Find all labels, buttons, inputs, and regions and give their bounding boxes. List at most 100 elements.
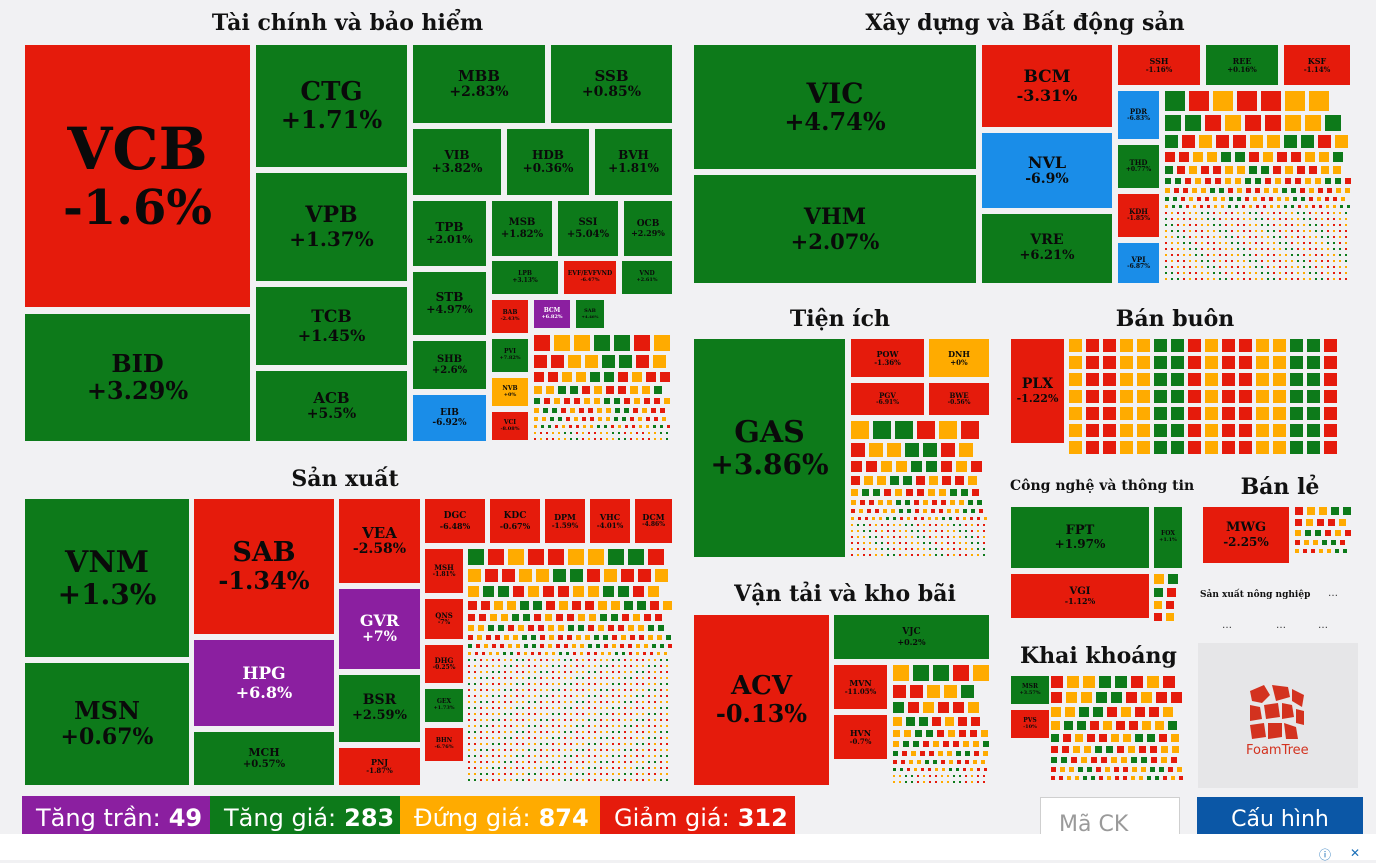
small-stock-tile[interactable] bbox=[1308, 235, 1312, 239]
small-stock-tile[interactable] bbox=[925, 460, 938, 473]
small-stock-tile[interactable] bbox=[904, 541, 908, 545]
small-stock-tile[interactable] bbox=[596, 424, 601, 429]
small-stock-tile[interactable] bbox=[1224, 165, 1234, 175]
small-stock-tile[interactable] bbox=[955, 460, 968, 473]
small-stock-tile[interactable] bbox=[868, 535, 872, 539]
small-stock-tile[interactable] bbox=[927, 516, 932, 521]
small-stock-tile[interactable] bbox=[503, 658, 507, 662]
small-stock-tile[interactable] bbox=[533, 670, 537, 674]
small-stock-tile[interactable] bbox=[647, 548, 665, 566]
small-stock-tile[interactable] bbox=[862, 523, 866, 527]
small-stock-tile[interactable] bbox=[1248, 241, 1252, 245]
small-stock-tile[interactable] bbox=[479, 766, 483, 770]
small-stock-tile[interactable] bbox=[653, 385, 663, 395]
small-stock-tile[interactable] bbox=[485, 766, 489, 770]
small-stock-tile[interactable] bbox=[509, 760, 513, 764]
small-stock-tile[interactable] bbox=[1095, 766, 1102, 773]
small-stock-tile[interactable] bbox=[1332, 196, 1338, 202]
small-stock-tile[interactable] bbox=[575, 748, 579, 752]
small-stock-tile[interactable] bbox=[970, 460, 983, 473]
small-stock-tile[interactable] bbox=[545, 754, 549, 758]
small-stock-tile[interactable] bbox=[1221, 389, 1236, 404]
small-stock-tile[interactable] bbox=[1200, 253, 1204, 257]
small-stock-tile[interactable] bbox=[527, 724, 531, 728]
small-stock-tile[interactable] bbox=[1294, 518, 1303, 527]
small-stock-tile[interactable] bbox=[952, 553, 956, 557]
small-stock-tile[interactable] bbox=[1176, 766, 1183, 773]
small-stock-tile[interactable] bbox=[467, 772, 471, 776]
small-stock-tile[interactable] bbox=[467, 778, 471, 782]
small-stock-tile[interactable] bbox=[1138, 745, 1147, 754]
small-stock-tile[interactable] bbox=[653, 712, 657, 716]
small-stock-tile[interactable] bbox=[593, 766, 597, 770]
small-stock-tile[interactable] bbox=[1338, 217, 1342, 221]
small-stock-tile[interactable] bbox=[605, 407, 612, 414]
small-stock-tile[interactable] bbox=[1326, 277, 1330, 281]
small-stock-tile[interactable] bbox=[1296, 217, 1300, 221]
small-stock-tile[interactable] bbox=[928, 553, 932, 557]
small-stock-tile[interactable] bbox=[880, 547, 884, 551]
small-stock-tile[interactable] bbox=[948, 759, 954, 765]
small-stock-tile[interactable] bbox=[910, 535, 914, 539]
tile-acb[interactable]: ACB +5.5% bbox=[255, 370, 408, 442]
small-stock-tile[interactable] bbox=[507, 624, 515, 632]
small-stock-tile[interactable] bbox=[473, 700, 477, 704]
small-stock-tile[interactable] bbox=[539, 712, 543, 716]
small-stock-tile[interactable] bbox=[1176, 271, 1180, 275]
small-stock-tile[interactable] bbox=[898, 547, 902, 551]
small-stock-tile[interactable] bbox=[617, 712, 621, 716]
small-stock-tile[interactable] bbox=[928, 547, 932, 551]
small-stock-tile[interactable] bbox=[613, 416, 619, 422]
small-stock-tile[interactable] bbox=[663, 651, 668, 656]
small-stock-tile[interactable] bbox=[629, 670, 633, 674]
small-stock-tile[interactable] bbox=[569, 712, 573, 716]
tile-vib[interactable]: VIB +3.82% bbox=[412, 128, 502, 196]
small-stock-tile[interactable] bbox=[647, 706, 651, 710]
small-stock-tile[interactable] bbox=[1344, 277, 1348, 281]
small-stock-tile[interactable] bbox=[605, 724, 609, 728]
small-stock-tile[interactable] bbox=[527, 700, 531, 704]
small-stock-tile[interactable] bbox=[485, 706, 489, 710]
small-stock-tile[interactable] bbox=[1115, 720, 1126, 731]
small-stock-tile[interactable] bbox=[1166, 587, 1177, 598]
small-stock-tile[interactable] bbox=[1266, 271, 1270, 275]
small-stock-tile[interactable] bbox=[495, 651, 500, 656]
small-stock-tile[interactable] bbox=[1302, 277, 1306, 281]
small-stock-tile[interactable] bbox=[1188, 277, 1192, 281]
small-stock-tile[interactable] bbox=[1308, 241, 1312, 245]
small-stock-tile[interactable] bbox=[946, 553, 950, 557]
small-stock-tile[interactable] bbox=[1290, 211, 1294, 215]
small-stock-tile[interactable] bbox=[916, 420, 936, 440]
small-stock-tile[interactable] bbox=[617, 670, 621, 674]
small-stock-tile[interactable] bbox=[614, 407, 621, 414]
small-stock-tile[interactable] bbox=[850, 488, 859, 497]
small-stock-tile[interactable] bbox=[1320, 271, 1324, 275]
small-stock-tile[interactable] bbox=[482, 585, 495, 598]
small-stock-tile[interactable] bbox=[1278, 259, 1282, 263]
small-stock-tile[interactable] bbox=[547, 371, 559, 383]
small-stock-tile[interactable] bbox=[904, 535, 908, 539]
small-stock-tile[interactable] bbox=[1268, 196, 1274, 202]
small-stock-tile[interactable] bbox=[623, 407, 630, 414]
small-stock-tile[interactable] bbox=[533, 706, 537, 710]
small-stock-tile[interactable] bbox=[473, 760, 477, 764]
small-stock-tile[interactable] bbox=[623, 682, 627, 686]
small-stock-tile[interactable] bbox=[1272, 372, 1287, 387]
tile-acv[interactable]: ACV -0.13% bbox=[693, 614, 830, 786]
small-stock-tile[interactable] bbox=[1306, 389, 1321, 404]
small-stock-tile[interactable] bbox=[1106, 775, 1112, 781]
small-stock-tile[interactable] bbox=[587, 431, 591, 435]
small-stock-tile[interactable] bbox=[527, 742, 531, 746]
small-stock-tile[interactable] bbox=[1194, 253, 1198, 257]
small-stock-tile[interactable] bbox=[916, 780, 920, 784]
small-stock-tile[interactable] bbox=[850, 535, 854, 539]
small-stock-tile[interactable] bbox=[1308, 271, 1312, 275]
small-stock-tile[interactable] bbox=[635, 778, 639, 782]
tile-vhm[interactable]: VHM +2.07% bbox=[693, 174, 977, 284]
small-stock-tile[interactable] bbox=[1170, 211, 1174, 215]
small-stock-tile[interactable] bbox=[1294, 548, 1300, 554]
small-stock-tile[interactable] bbox=[962, 508, 968, 514]
small-stock-tile[interactable] bbox=[1182, 211, 1186, 215]
small-stock-tile[interactable] bbox=[1050, 733, 1060, 743]
small-stock-tile[interactable] bbox=[509, 658, 513, 662]
